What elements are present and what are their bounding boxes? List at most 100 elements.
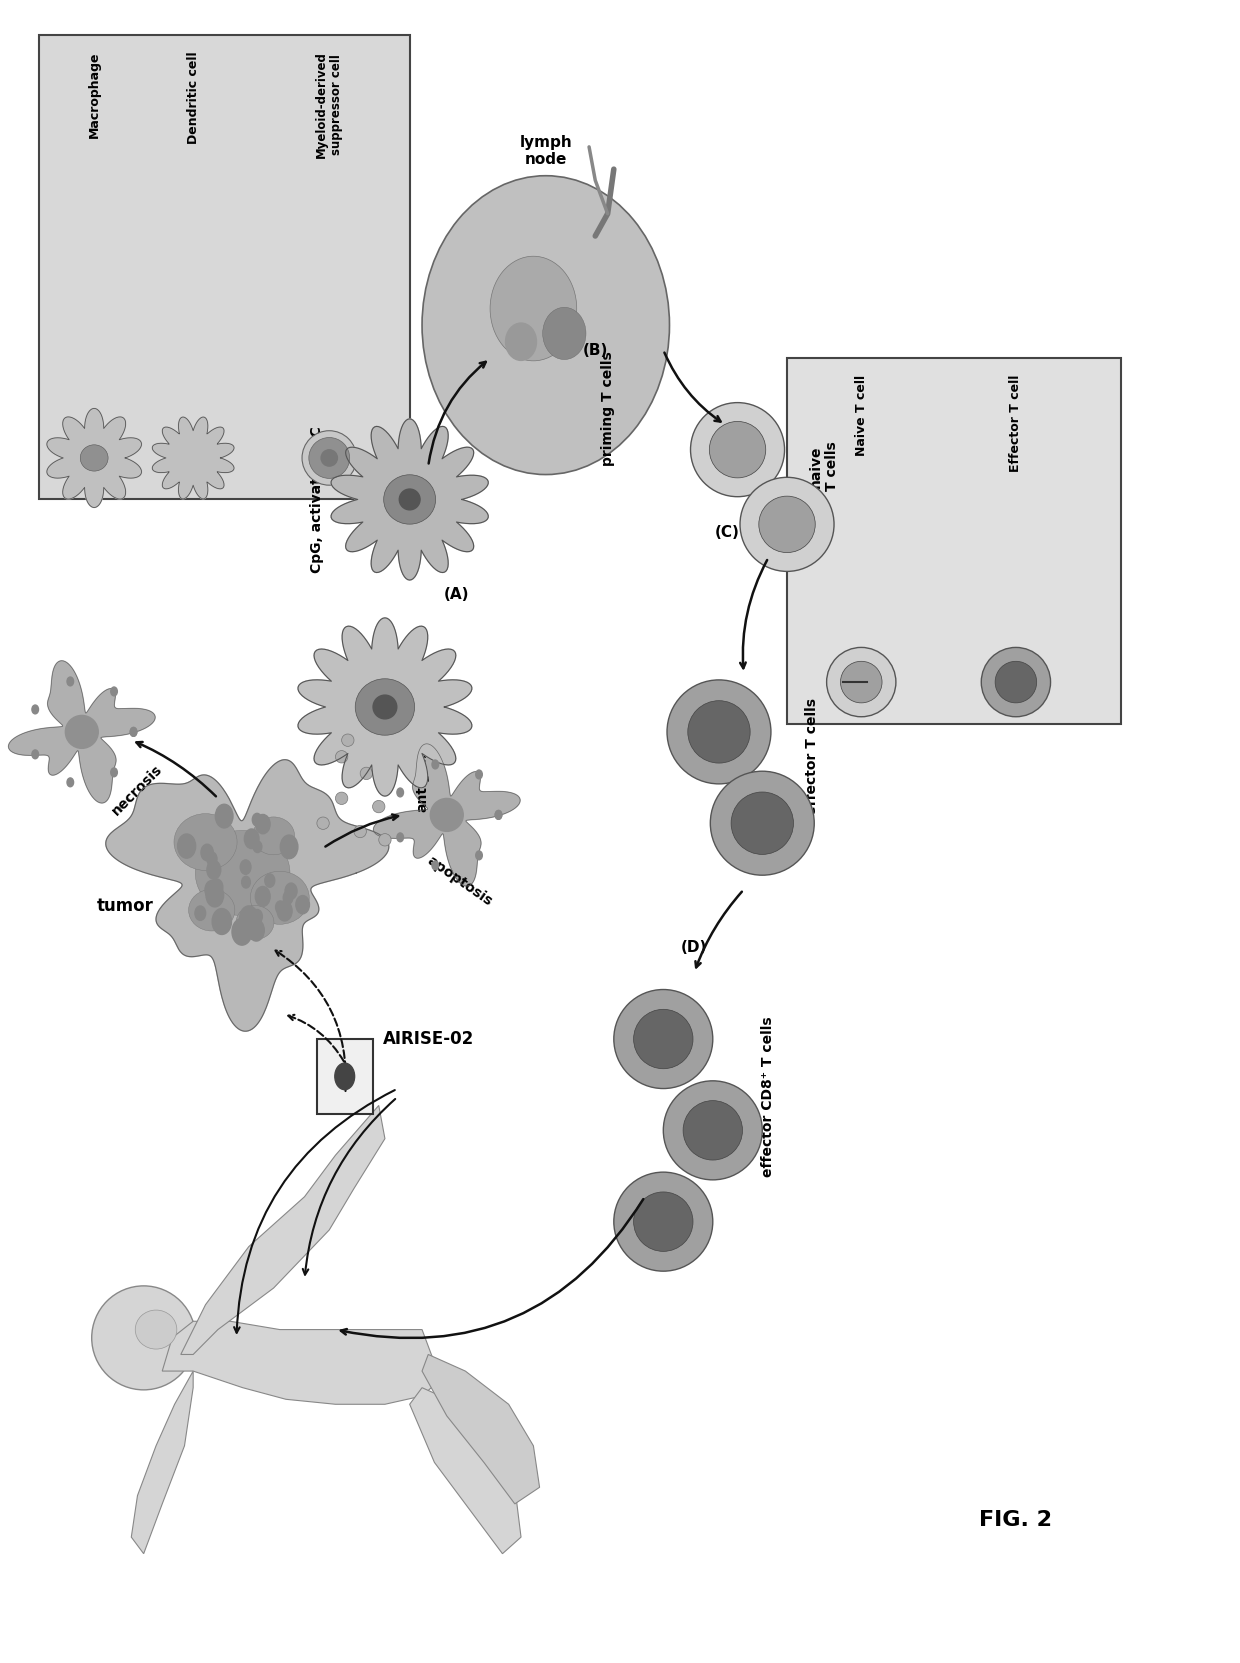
Ellipse shape xyxy=(634,1192,693,1251)
Ellipse shape xyxy=(711,772,815,875)
Ellipse shape xyxy=(841,662,882,703)
Circle shape xyxy=(285,883,298,900)
Ellipse shape xyxy=(732,792,794,855)
Ellipse shape xyxy=(996,662,1037,703)
Circle shape xyxy=(253,841,262,853)
Text: naive
T cells: naive T cells xyxy=(808,441,839,491)
Text: necrosis: necrosis xyxy=(109,762,165,818)
Polygon shape xyxy=(153,417,234,499)
Circle shape xyxy=(265,873,275,888)
Ellipse shape xyxy=(422,176,670,474)
Circle shape xyxy=(195,906,206,920)
Text: (B): (B) xyxy=(583,343,608,358)
Circle shape xyxy=(397,833,403,841)
Text: lymph
node: lymph node xyxy=(520,135,572,166)
Ellipse shape xyxy=(740,477,835,572)
Circle shape xyxy=(205,880,219,900)
Ellipse shape xyxy=(250,871,309,925)
Circle shape xyxy=(397,788,403,797)
Ellipse shape xyxy=(135,1310,177,1349)
FancyBboxPatch shape xyxy=(38,35,409,499)
Circle shape xyxy=(278,901,293,921)
Text: FIG. 2: FIG. 2 xyxy=(980,1510,1053,1530)
Circle shape xyxy=(67,778,73,787)
Text: (D): (D) xyxy=(681,940,708,955)
Text: tumor: tumor xyxy=(97,898,154,915)
Polygon shape xyxy=(47,409,141,507)
Polygon shape xyxy=(181,1106,384,1354)
Circle shape xyxy=(239,906,258,931)
Circle shape xyxy=(177,833,196,858)
Circle shape xyxy=(241,860,250,875)
Text: antigen: antigen xyxy=(415,752,429,812)
Circle shape xyxy=(206,883,223,906)
Ellipse shape xyxy=(236,905,274,940)
Ellipse shape xyxy=(634,1009,693,1069)
Circle shape xyxy=(252,813,262,827)
Text: Effector T cell: Effector T cell xyxy=(1009,374,1023,472)
Ellipse shape xyxy=(709,421,766,477)
Ellipse shape xyxy=(360,767,372,780)
Circle shape xyxy=(201,845,213,861)
Circle shape xyxy=(257,888,265,901)
Ellipse shape xyxy=(667,680,771,783)
Circle shape xyxy=(216,805,233,828)
Ellipse shape xyxy=(383,474,435,524)
Circle shape xyxy=(495,810,502,820)
Ellipse shape xyxy=(506,323,537,361)
Ellipse shape xyxy=(317,817,330,830)
Circle shape xyxy=(212,908,232,935)
FancyBboxPatch shape xyxy=(787,358,1121,723)
Circle shape xyxy=(110,687,118,695)
Circle shape xyxy=(476,770,482,778)
Circle shape xyxy=(495,810,502,820)
Text: Dendritic cell: Dendritic cell xyxy=(187,52,200,143)
Ellipse shape xyxy=(827,647,897,717)
Circle shape xyxy=(244,828,259,848)
Circle shape xyxy=(207,860,221,880)
Ellipse shape xyxy=(981,647,1050,717)
Circle shape xyxy=(242,876,250,888)
Circle shape xyxy=(335,1063,355,1089)
Ellipse shape xyxy=(490,256,577,361)
Text: AIRISE-02: AIRISE-02 xyxy=(383,1029,474,1048)
Circle shape xyxy=(130,727,136,737)
Polygon shape xyxy=(373,743,520,886)
Circle shape xyxy=(67,677,73,685)
Polygon shape xyxy=(409,1387,521,1553)
Circle shape xyxy=(32,750,38,758)
Circle shape xyxy=(211,880,223,895)
Text: Myeloid-derived
suppressor cell: Myeloid-derived suppressor cell xyxy=(315,52,343,158)
Ellipse shape xyxy=(683,1101,743,1161)
Polygon shape xyxy=(331,419,489,580)
Polygon shape xyxy=(9,660,155,803)
Text: Macrophage: Macrophage xyxy=(88,52,100,138)
Circle shape xyxy=(432,861,439,870)
Circle shape xyxy=(32,705,38,713)
Circle shape xyxy=(232,918,252,945)
Ellipse shape xyxy=(378,833,391,846)
Circle shape xyxy=(279,905,286,916)
Circle shape xyxy=(432,760,439,768)
Circle shape xyxy=(283,891,293,905)
Ellipse shape xyxy=(174,813,237,870)
Ellipse shape xyxy=(342,733,353,747)
Ellipse shape xyxy=(196,830,290,916)
Ellipse shape xyxy=(399,489,420,511)
Circle shape xyxy=(255,815,270,833)
Ellipse shape xyxy=(81,444,108,471)
Polygon shape xyxy=(422,1354,539,1503)
Text: effector CD8⁺ T cells: effector CD8⁺ T cells xyxy=(761,1016,775,1177)
Ellipse shape xyxy=(543,308,587,359)
Text: Naive T cell: Naive T cell xyxy=(854,374,868,456)
Text: CpG, activating DC: CpG, activating DC xyxy=(310,426,324,572)
Ellipse shape xyxy=(759,496,815,552)
Ellipse shape xyxy=(614,1172,713,1271)
Text: apoptosis: apoptosis xyxy=(424,853,495,910)
Ellipse shape xyxy=(688,700,750,763)
Ellipse shape xyxy=(373,695,397,718)
Circle shape xyxy=(255,886,270,906)
Circle shape xyxy=(207,851,217,866)
Ellipse shape xyxy=(188,890,234,931)
Circle shape xyxy=(252,910,263,923)
